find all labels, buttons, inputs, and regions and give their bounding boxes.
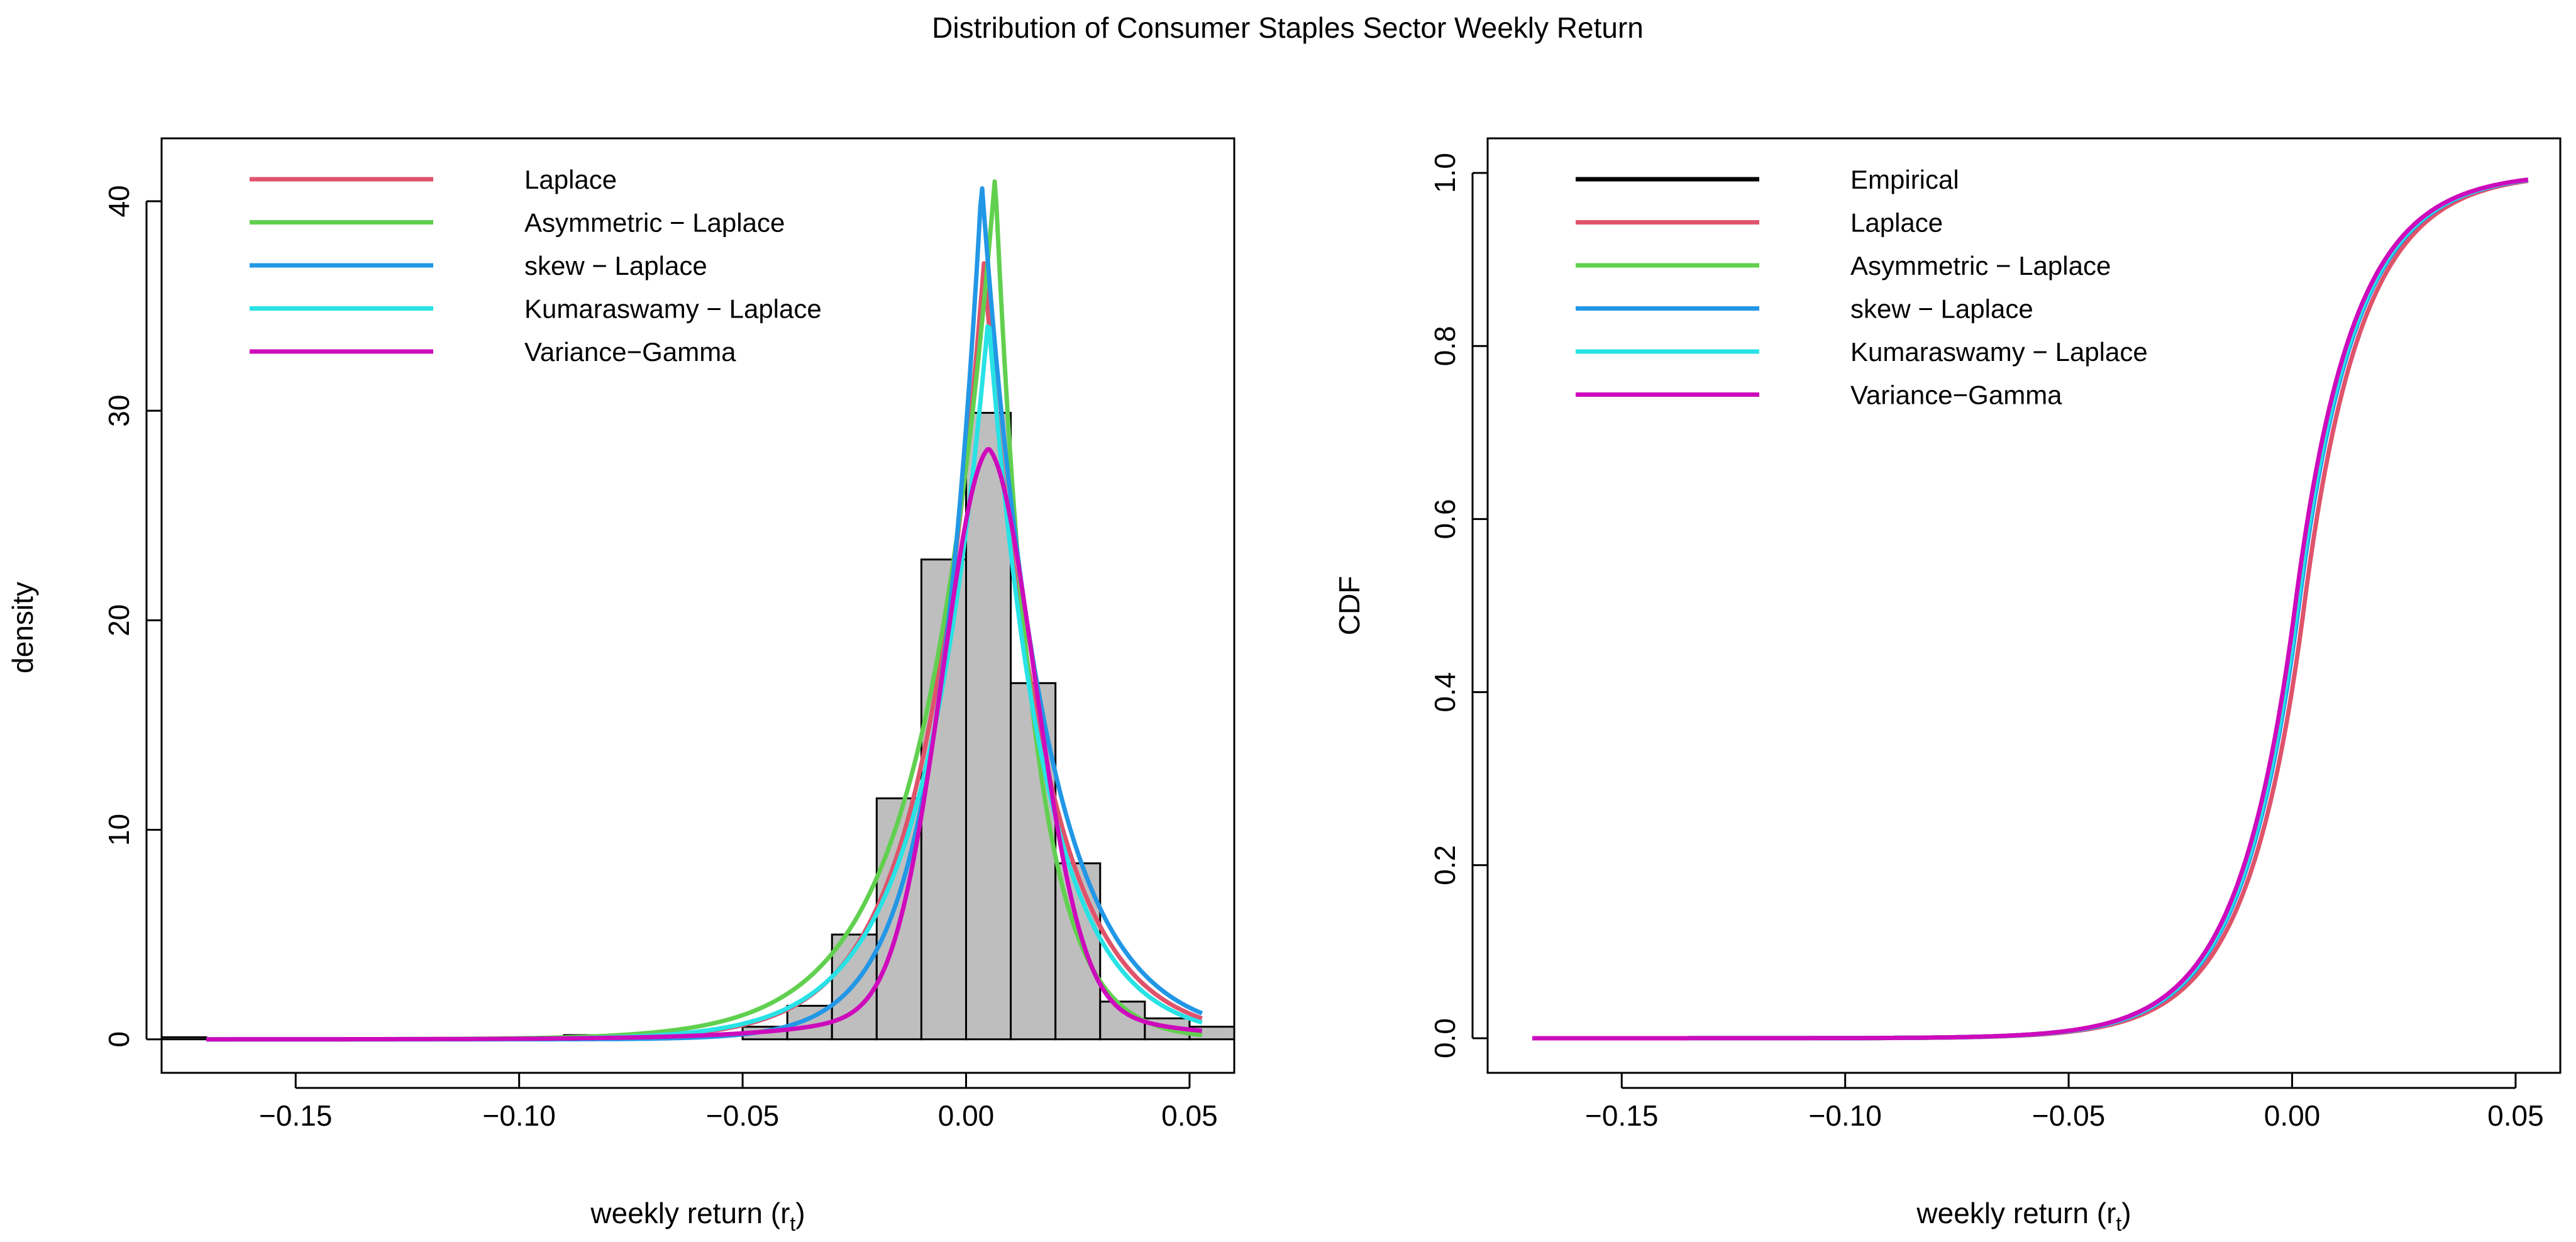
density-panel: −0.15 −0.10 −0.05 0.00 0.05 0 10 20 30 40 densit… bbox=[6, 137, 1235, 1235]
y-tick-label: 1.0 bbox=[1429, 153, 1461, 193]
y-tick-label: 0.4 bbox=[1429, 672, 1461, 712]
histogram-bar bbox=[160, 1036, 207, 1041]
y-tick-label: 30 bbox=[102, 395, 135, 427]
right-y-axis: 0.0 0.2 0.4 0.6 0.8 1.0 bbox=[1429, 153, 1488, 1058]
cdf-panel: −0.15 −0.10 −0.05 0.00 0.05 0.0 0.2 0.4 0.6 0.8 1… bbox=[1333, 137, 2562, 1235]
x-tick-label: 0.00 bbox=[2264, 1099, 2321, 1132]
left-y-axis-label: density bbox=[6, 582, 39, 674]
x-tick-label: −0.10 bbox=[482, 1099, 555, 1132]
x-tick-label: −0.15 bbox=[1585, 1099, 1658, 1132]
y-tick-label: 0 bbox=[102, 1031, 135, 1048]
legend-label-empirical: Empirical bbox=[1850, 165, 1959, 194]
cdf-curves bbox=[1532, 177, 2529, 1041]
left-x-axis-label-subscript: t bbox=[790, 1212, 795, 1235]
cdf-line-variance-gamma bbox=[1532, 177, 2529, 1041]
left-y-axis: 0 10 20 30 40 bbox=[102, 185, 162, 1047]
x-tick-label: 0.00 bbox=[938, 1099, 995, 1132]
histogram-bars bbox=[160, 411, 1235, 1041]
x-tick-label: 0.05 bbox=[1161, 1099, 1218, 1132]
right-x-axis-label: weekly return (rt) bbox=[1916, 1197, 2131, 1235]
legend-label-skew-laplace: skew − Laplace bbox=[1850, 294, 2033, 324]
right-x-axis-label-text: weekly return bbox=[1916, 1197, 2089, 1229]
right-x-axis-label-subscript: t bbox=[2116, 1212, 2121, 1235]
figure-title: Distribution of Consumer Staples Sector … bbox=[932, 11, 1644, 44]
left-plot-frame bbox=[160, 137, 1235, 1074]
y-tick-label: 10 bbox=[102, 814, 135, 846]
x-tick-label: 0.05 bbox=[2487, 1099, 2544, 1132]
right-x-axis: −0.15 −0.10 −0.05 0.00 0.05 bbox=[1585, 1073, 2544, 1132]
legend-label-asymmetric-laplace: Asymmetric − Laplace bbox=[524, 208, 785, 238]
left-x-axis-label-text: weekly return bbox=[590, 1197, 763, 1229]
left-x-axis-label: weekly return (rt) bbox=[590, 1197, 805, 1235]
y-tick-label: 40 bbox=[102, 185, 135, 217]
legend-label-asymmetric-laplace: Asymmetric − Laplace bbox=[1850, 251, 2111, 280]
x-tick-label: −0.15 bbox=[259, 1099, 332, 1132]
left-x-axis-label-symbol: r bbox=[780, 1197, 790, 1229]
right-legend: Empirical Laplace Asymmetric − Laplace skew… bbox=[1576, 165, 2148, 410]
legend-label-laplace: Laplace bbox=[1850, 208, 1943, 238]
histogram-bar bbox=[965, 411, 1012, 1041]
legend-label-kumaraswamy-laplace: Kumaraswamy − Laplace bbox=[1850, 337, 2148, 367]
legend-label-variance-gamma: Variance−Gamma bbox=[524, 337, 736, 367]
legend-label-skew-laplace: skew − Laplace bbox=[524, 251, 707, 280]
density-line-variance-gamma bbox=[206, 447, 1203, 1042]
y-tick-label: 0.2 bbox=[1429, 845, 1461, 885]
density-curves bbox=[206, 179, 1203, 1042]
x-tick-label: −0.05 bbox=[2032, 1099, 2105, 1132]
right-y-axis-label: CDF bbox=[1333, 576, 1366, 636]
legend-label-laplace: Laplace bbox=[524, 165, 617, 194]
y-tick-label: 0.0 bbox=[1429, 1018, 1461, 1058]
left-x-axis: −0.15 −0.10 −0.05 0.00 0.05 bbox=[259, 1073, 1218, 1132]
y-tick-label: 0.6 bbox=[1429, 499, 1461, 539]
y-tick-label: 20 bbox=[102, 604, 135, 636]
legend-label-variance-gamma: Variance−Gamma bbox=[1850, 380, 2062, 410]
right-plot-frame bbox=[1486, 137, 2562, 1074]
x-tick-label: −0.10 bbox=[1808, 1099, 1881, 1132]
left-legend: Laplace Asymmetric − Laplace skew − Laplac… bbox=[250, 165, 822, 367]
right-x-axis-label-symbol: r bbox=[2106, 1197, 2116, 1229]
legend-label-kumaraswamy-laplace: Kumaraswamy − Laplace bbox=[524, 294, 822, 324]
y-tick-label: 0.8 bbox=[1429, 326, 1461, 366]
x-tick-label: −0.05 bbox=[706, 1099, 779, 1132]
